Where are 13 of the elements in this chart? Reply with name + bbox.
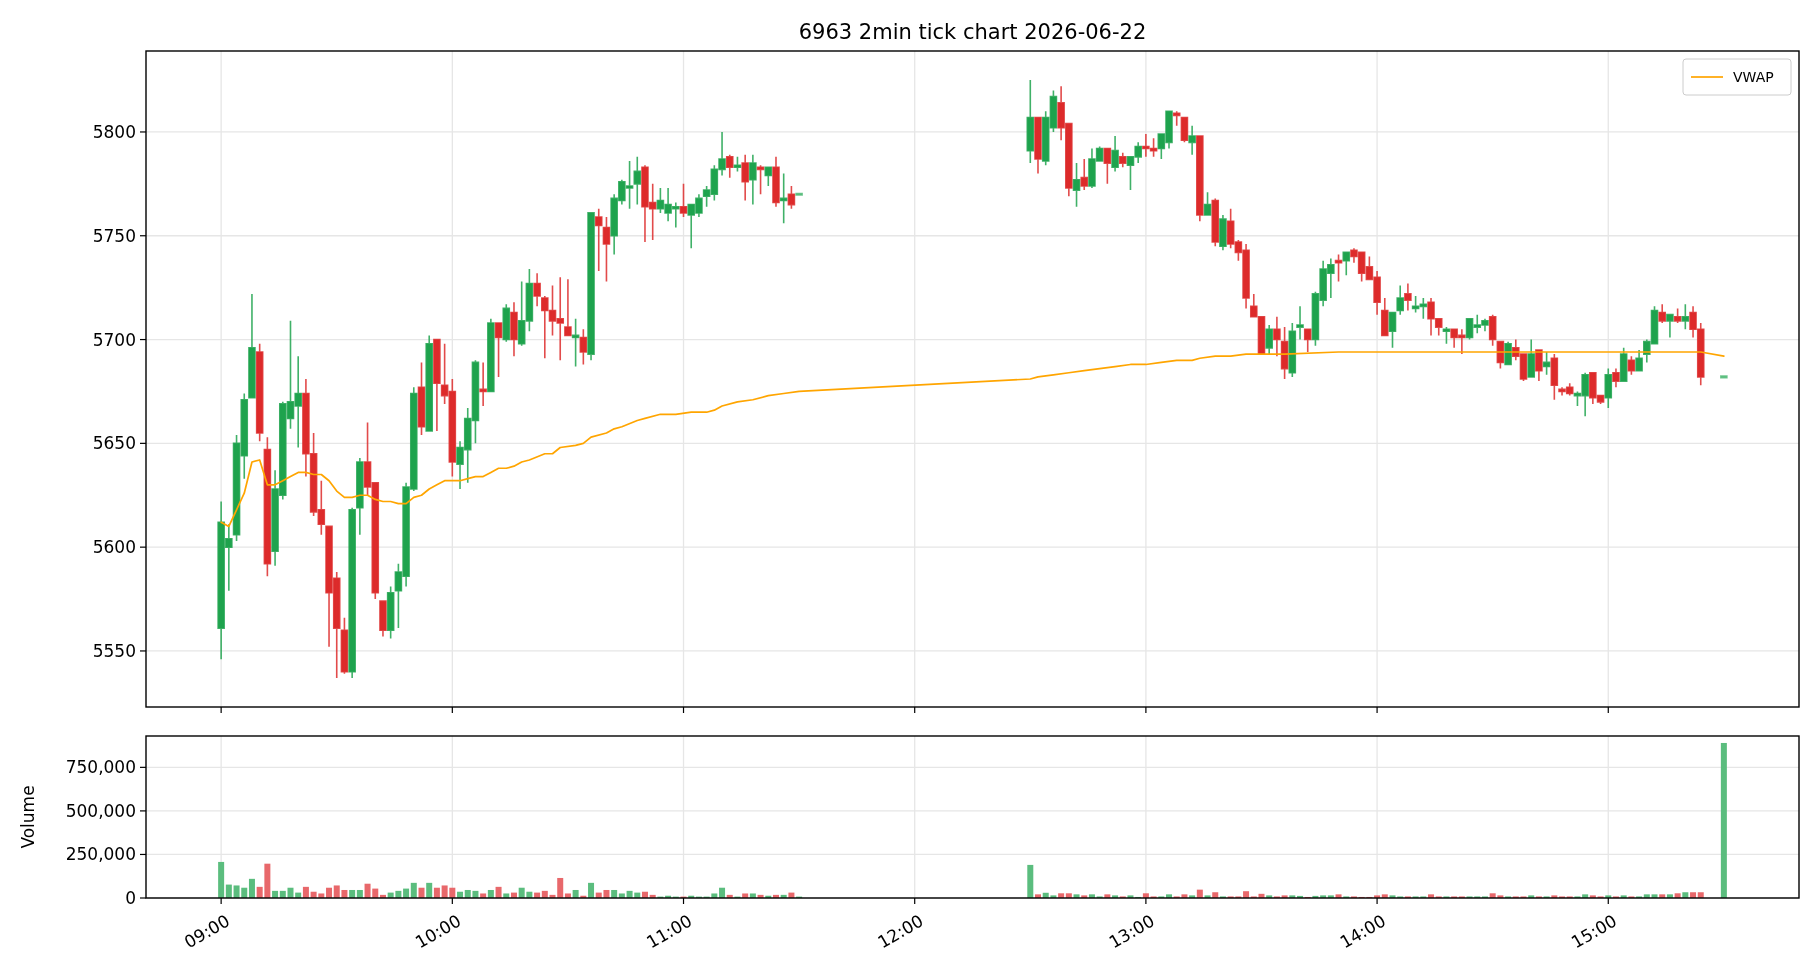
legend-label: VWAP <box>1733 68 1774 85</box>
y-tick-label: 5700 <box>92 329 136 350</box>
y-tick-label: 5750 <box>92 225 136 246</box>
y-tick-label: 5650 <box>92 433 136 454</box>
y-tick-label: 5600 <box>92 537 136 558</box>
y-tick-label: 750,000 <box>65 757 136 778</box>
y-tick-label: 5800 <box>92 121 136 142</box>
chart-title: 6963 2min tick chart 2026-06-22 <box>798 20 1147 44</box>
y-tick-label: 500,000 <box>65 800 136 821</box>
y-axis-title: Volume <box>18 785 38 849</box>
y-tick-label: 0 <box>125 887 136 908</box>
y-tick-label: 5550 <box>92 640 136 661</box>
y-tick-label: 250,000 <box>65 844 136 865</box>
